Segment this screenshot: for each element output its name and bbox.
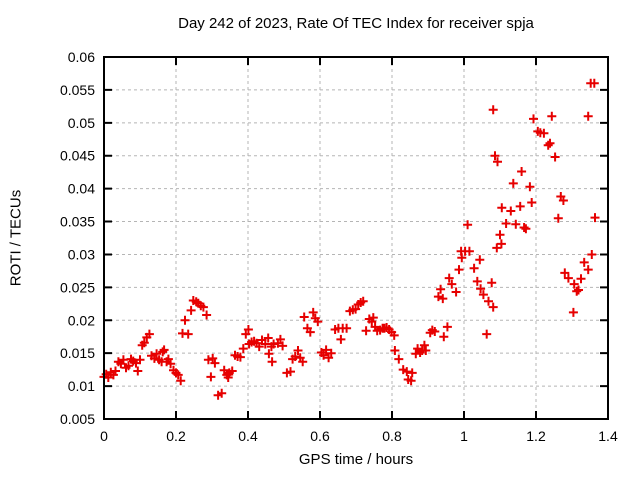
svg-text:0.8: 0.8 [382, 428, 402, 444]
svg-text:0: 0 [100, 428, 108, 444]
svg-text:0.2: 0.2 [166, 428, 186, 444]
plot-border [103, 56, 609, 420]
svg-text:0.005: 0.005 [60, 411, 95, 427]
svg-text:0.6: 0.6 [310, 428, 330, 444]
svg-text:0.035: 0.035 [60, 214, 95, 230]
svg-text:0.04: 0.04 [68, 181, 95, 197]
svg-text:0.06: 0.06 [68, 49, 95, 65]
x-axis-label: GPS time / hours [298, 451, 414, 468]
data-point-markers [99, 78, 600, 400]
grid-lines [104, 57, 608, 419]
tick-labels: 0 0.2 0.4 0.6 0.8 1 1.2 1.4 0.005 0.01 0.015 0.02 0.… [60, 49, 618, 444]
axis-ticks [103, 56, 609, 420]
svg-text:1.2: 1.2 [526, 428, 546, 444]
svg-text:0.01: 0.01 [68, 378, 95, 394]
svg-text:0.045: 0.045 [60, 148, 95, 164]
svg-text:0.015: 0.015 [60, 345, 95, 361]
svg-text:0.03: 0.03 [68, 246, 95, 262]
svg-text:1.4: 1.4 [598, 428, 618, 444]
svg-text:1: 1 [460, 428, 468, 444]
svg-text:0.055: 0.055 [60, 82, 95, 98]
y-axis-label: ROTI / TECUs [7, 189, 25, 287]
svg-text:0.02: 0.02 [68, 312, 95, 328]
chart-title: Day 242 of 2023, Rate Of TEC Index for r… [178, 15, 534, 32]
svg-text:0.05: 0.05 [68, 115, 95, 131]
svg-text:0.025: 0.025 [60, 279, 95, 295]
svg-text:0.4: 0.4 [238, 428, 258, 444]
